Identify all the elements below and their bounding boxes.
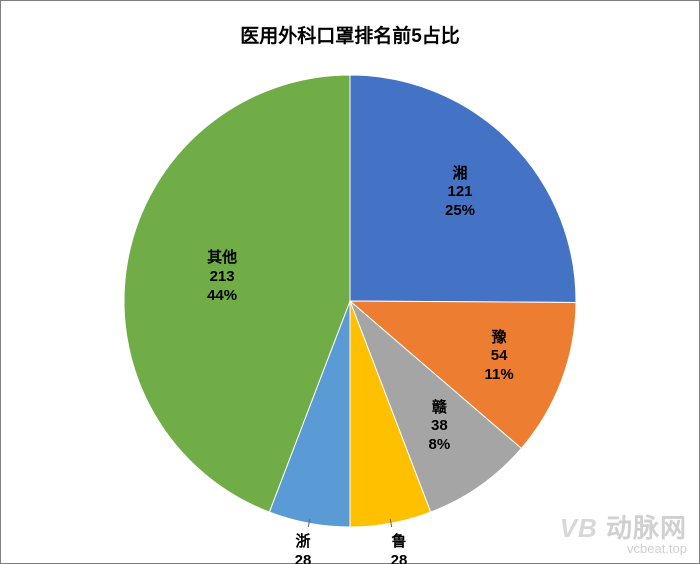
slice-label: 浙 28 6% [292, 533, 314, 564]
watermark-brand: 动脉网 [606, 513, 687, 543]
slice-label: 豫 54 11% [485, 328, 514, 384]
slice-label: 鲁 28 6% [388, 533, 410, 564]
watermark-url: vcbeat.top [560, 541, 687, 557]
slice-label: 其他 213 44% [207, 249, 237, 305]
pie-svg [124, 75, 576, 527]
chart-frame: 医用外科口罩排名前5占比 湘 121 25% 豫 54 11% 赣 38 8% 鲁 2… [0, 0, 700, 564]
chart-title: 医用外科口罩排名前5占比 [1, 21, 699, 48]
watermark: VB 动脉网 vcbeat.top [560, 515, 687, 557]
slice-label: 湘 121 25% [445, 165, 475, 221]
pie-chart [124, 75, 576, 527]
slice-label: 赣 38 8% [429, 399, 451, 455]
